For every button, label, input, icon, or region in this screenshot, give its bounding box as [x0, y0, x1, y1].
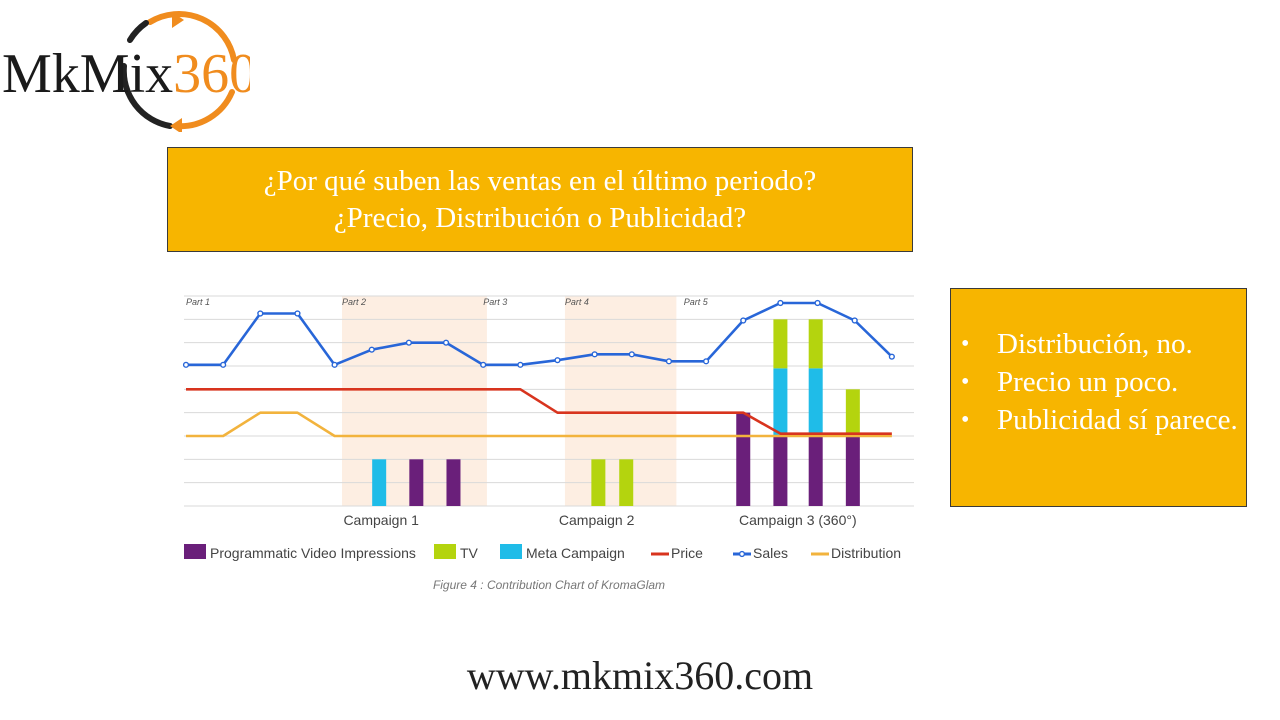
legend-swatch — [434, 544, 456, 559]
sales-point — [368, 346, 375, 353]
bar-segment — [591, 459, 606, 506]
sales-point — [480, 361, 487, 368]
bar-segment — [409, 459, 424, 506]
logo-ring-dark-arc-top — [127, 20, 149, 43]
logo-arrow-bottom — [170, 118, 182, 132]
sales-point — [777, 299, 784, 307]
part-label: Part 5 — [684, 297, 709, 307]
answer-item: • Distribución, no. — [957, 325, 1242, 363]
part-label: Part 4 — [565, 297, 589, 307]
contribution-chart: Part 1 Part 2 Part 3 Part 4 Part 5 Campaign 1… — [182, 295, 914, 592]
answer-item-text: Precio un poco. — [997, 366, 1179, 398]
line-price — [186, 388, 892, 435]
line-distribution — [186, 411, 892, 438]
bar-segment — [446, 459, 461, 506]
sales-point — [851, 317, 858, 324]
legend-label: Sales — [753, 545, 788, 561]
line-sales — [186, 301, 893, 367]
bar-segment — [736, 412, 751, 506]
bullet-icon: • — [961, 369, 970, 395]
sales-point — [628, 351, 635, 358]
answer-box: • Distribución, no. • Precio un poco. • Publi… — [950, 288, 1247, 507]
logo-arrow-top — [172, 12, 184, 28]
chart-caption: Figure 4 : Contribution Chart of KromaGl… — [433, 578, 665, 592]
answer-list: • Distribución, no. • Precio un poco. • Publi… — [957, 325, 1242, 439]
bar-segment — [845, 389, 860, 436]
sales-point — [591, 351, 598, 358]
svg-text:MkMix360: MkMix360 — [2, 43, 250, 105]
sales-point — [257, 310, 264, 317]
logo-text-accent: 360 — [173, 43, 250, 105]
legend-label: Distribution — [831, 545, 901, 561]
legend-label: Programmatic Video Impressions — [210, 545, 416, 561]
part-label: Part 3 — [483, 297, 507, 307]
bar-segment — [619, 459, 634, 506]
legend-label: TV — [460, 545, 479, 561]
legend-swatch — [184, 544, 206, 559]
bar-segment — [773, 319, 788, 369]
bar-segment — [808, 436, 823, 506]
bar-segment — [773, 368, 788, 436]
campaign-label: Campaign 1 — [343, 512, 419, 528]
part-label: Part 1 — [186, 297, 210, 307]
answer-item-text: Publicidad sí parece. — [997, 404, 1238, 436]
bar-segment — [372, 459, 387, 506]
bullet-icon: • — [961, 407, 970, 433]
mkmix360-logo: MkMix360 — [2, 10, 250, 132]
logo-ring-orange-arc — [147, 10, 237, 63]
question-box: ¿Por qué suben las ventas en el último p… — [167, 147, 913, 252]
legend-label: Price — [671, 545, 703, 561]
legend-label: Meta Campaign — [526, 545, 625, 561]
answer-item: • Publicidad sí parece. — [957, 401, 1242, 439]
sales-point — [665, 358, 673, 365]
logo-ring-orange-arc-bottom — [173, 89, 235, 130]
sales-point — [182, 361, 190, 368]
part-label: Part 2 — [342, 297, 366, 307]
logo-text-main: MkMix — [2, 43, 173, 105]
campaign-label: Campaign 3 (360°) — [739, 512, 857, 528]
question-line-1: ¿Por qué suben las ventas en el último p… — [263, 164, 817, 197]
sales-point — [517, 361, 524, 368]
bullet-icon: • — [961, 331, 970, 357]
sales-point — [814, 299, 821, 307]
answer-item-text: Distribución, no. — [997, 328, 1193, 360]
sales-point — [294, 310, 301, 317]
bar-segment — [773, 436, 788, 506]
answer-item: • Precio un poco. — [957, 363, 1242, 401]
legend-swatch — [500, 544, 522, 559]
website-url: www.mkmix360.com — [466, 653, 814, 698]
sales-point — [888, 353, 895, 360]
sales-point — [554, 357, 561, 364]
sales-point — [740, 317, 747, 324]
sales-point — [405, 339, 413, 346]
legend-marker — [738, 550, 746, 558]
logo-ring-dark-arc — [120, 63, 173, 129]
bar-segment — [808, 319, 823, 369]
sales-point — [331, 361, 338, 368]
bar-segment — [845, 436, 860, 506]
sales-point — [442, 339, 450, 346]
bar-segment — [808, 368, 823, 436]
question-line-2: ¿Precio, Distribución o Publicidad? — [333, 201, 747, 234]
sales-point — [220, 361, 227, 368]
campaign-label: Campaign 2 — [559, 512, 635, 528]
sales-point — [703, 358, 710, 365]
